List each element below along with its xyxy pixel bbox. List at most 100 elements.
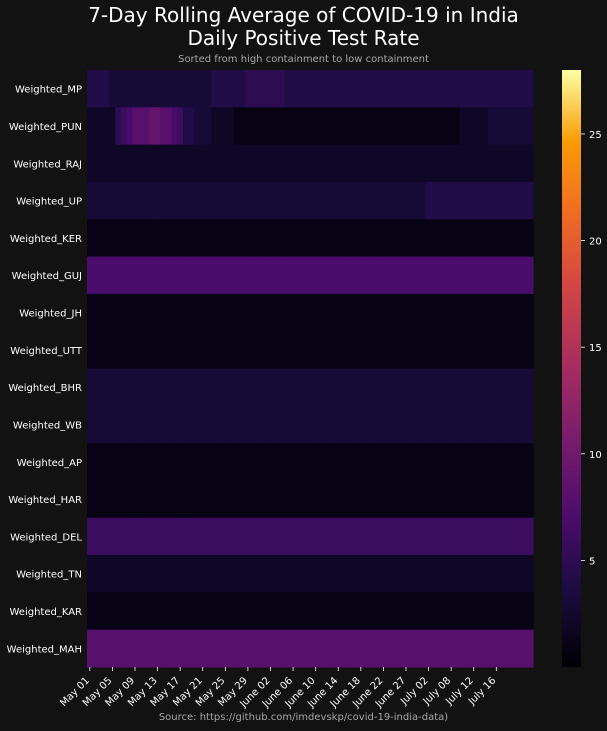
heatmap-cell	[448, 293, 455, 332]
heatmap-cell	[414, 144, 421, 183]
heatmap-cell	[177, 517, 184, 556]
heatmap-cell	[408, 144, 416, 183]
heatmap-cell	[516, 629, 523, 668]
heatmap-cell	[403, 555, 410, 593]
heatmap-cell	[470, 144, 478, 183]
heatmap-cell	[329, 368, 337, 407]
heatmap-cell	[312, 480, 320, 519]
heatmap-cell	[357, 293, 365, 332]
heatmap-cell	[482, 592, 489, 631]
heatmap-cell	[216, 517, 224, 556]
heatmap-cell	[182, 517, 190, 556]
heatmap-cell	[420, 592, 427, 631]
heatmap-cell	[437, 181, 444, 220]
heatmap-cell	[324, 181, 331, 220]
heatmap-cell	[329, 629, 337, 668]
heatmap-cell	[510, 107, 517, 146]
heatmap-cell	[453, 405, 461, 444]
heatmap-cell	[380, 405, 387, 444]
heatmap-cell	[470, 555, 478, 593]
heatmap-cell	[126, 219, 133, 258]
heatmap-cell	[262, 256, 269, 295]
heatmap-cell	[233, 293, 241, 332]
heatmap-cell	[256, 555, 263, 593]
heatmap-cell	[149, 256, 156, 295]
heatmap-cell	[369, 480, 376, 519]
heatmap-cell	[346, 144, 353, 183]
heatmap-cell	[403, 331, 410, 370]
heatmap-cell	[211, 405, 218, 444]
heatmap-cell	[273, 592, 280, 631]
heatmap-cell	[160, 517, 167, 556]
heatmap-cell	[420, 368, 427, 407]
heatmap-cell	[120, 592, 128, 631]
heatmap-cell	[307, 181, 314, 220]
heatmap-cell	[103, 368, 111, 407]
heatmap-cell	[357, 405, 365, 444]
heatmap-cell	[420, 70, 427, 108]
heatmap-cell	[470, 480, 478, 519]
heatmap-cell	[482, 70, 489, 108]
heatmap-cell	[199, 181, 207, 220]
heatmap-cell	[267, 181, 274, 220]
heatmap-cell	[109, 70, 116, 108]
heatmap-cell	[137, 219, 145, 258]
heatmap-cell	[216, 107, 224, 146]
heatmap-cell	[98, 517, 105, 556]
heatmap-cell	[341, 331, 348, 370]
heatmap-cell	[87, 405, 94, 444]
heatmap-cell	[391, 592, 399, 631]
heatmap-cell	[199, 405, 207, 444]
heatmap-cell	[143, 480, 150, 519]
heatmap-cell	[143, 555, 150, 593]
heatmap-cell	[256, 480, 263, 519]
heatmap-cell	[318, 219, 325, 258]
heatmap-cell	[194, 256, 201, 295]
heatmap-cell	[324, 256, 331, 295]
heatmap-cell	[273, 219, 280, 258]
heatmap-cell	[256, 144, 263, 183]
heatmap-cell	[312, 219, 320, 258]
heatmap-cell	[380, 629, 387, 668]
heatmap-cell	[493, 219, 500, 258]
heatmap-cell	[245, 555, 252, 593]
heatmap-cell	[103, 517, 111, 556]
heatmap-cell	[487, 181, 495, 220]
heatmap-cell	[329, 181, 337, 220]
heatmap-cell	[386, 144, 393, 183]
heatmap-cell	[442, 480, 449, 519]
heatmap-cell	[256, 70, 263, 108]
heatmap-cell	[284, 480, 291, 519]
heatmap-cell	[318, 256, 325, 295]
heatmap-cell	[256, 517, 263, 556]
heatmap-cell	[329, 443, 337, 482]
heatmap-cell	[459, 443, 466, 482]
heatmap-cell	[397, 219, 404, 258]
heatmap-cell	[284, 629, 291, 668]
heatmap-cell	[516, 405, 523, 444]
heatmap-cell	[380, 331, 387, 370]
heatmap-cell	[166, 368, 173, 407]
heatmap-cell	[115, 480, 122, 519]
heatmap-cell	[335, 517, 342, 556]
heatmap-cell	[301, 405, 308, 444]
heatmap-cell	[233, 181, 241, 220]
heatmap-cell	[177, 331, 184, 370]
heatmap-cell	[109, 144, 116, 183]
heatmap-cell	[403, 70, 410, 108]
heatmap-cell	[408, 629, 416, 668]
heatmap-cell	[273, 555, 280, 593]
heatmap-cell	[527, 443, 534, 482]
heatmap-cells	[87, 70, 534, 668]
heatmap-cell	[346, 181, 353, 220]
heatmap-cell	[216, 219, 224, 258]
heatmap-cell	[216, 144, 224, 183]
heatmap-cell	[459, 181, 466, 220]
heatmap-cell	[262, 629, 269, 668]
heatmap-cell	[431, 592, 438, 631]
heatmap-cell	[149, 592, 156, 631]
heatmap-cell	[267, 368, 274, 407]
heatmap-cell	[194, 629, 201, 668]
heatmap-cell	[425, 293, 432, 332]
heatmap-cell	[499, 70, 506, 108]
